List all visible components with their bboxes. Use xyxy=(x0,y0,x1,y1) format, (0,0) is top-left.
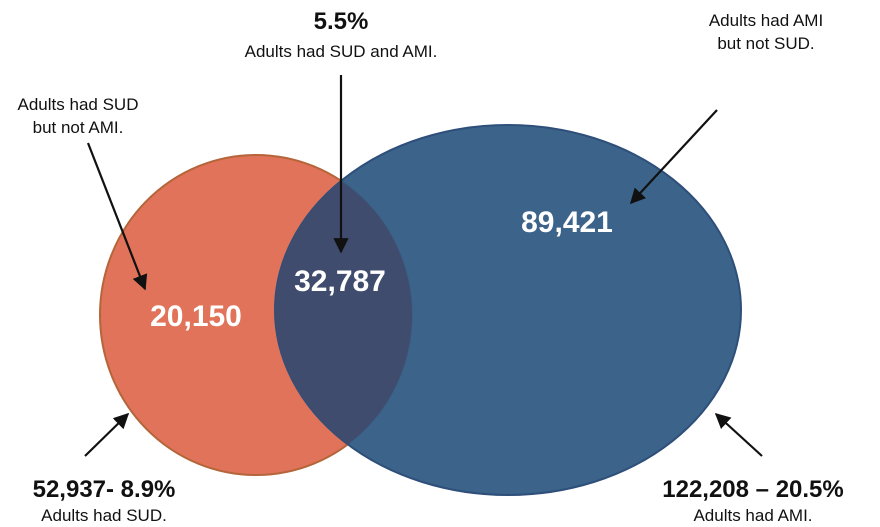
sud-only-count: 20,150 xyxy=(150,300,242,333)
sud-only-label-line2: but not AMI. xyxy=(33,118,124,137)
overlap-percent: 5.5% xyxy=(314,8,369,35)
ami-total-description: Adults had AMI. xyxy=(693,506,812,525)
arrow-to-ami-only xyxy=(629,109,718,205)
arrow-from-sud-total xyxy=(84,412,130,457)
arrow-from-ami-total xyxy=(714,412,763,457)
overlap-count: 32,787 xyxy=(294,265,386,298)
ami-only-count: 89,421 xyxy=(521,206,613,239)
sud-only-label-line1: Adults had SUD xyxy=(18,95,139,114)
ami-only-label-line1: Adults had AMI xyxy=(709,11,823,30)
sud-total: 52,937- 8.9% xyxy=(33,476,176,503)
overlap-description: Adults had SUD and AMI. xyxy=(245,42,438,61)
sud-total-description: Adults had SUD. xyxy=(41,506,167,525)
ami-total: 122,208 – 20.5% xyxy=(662,476,844,503)
ami-only-label-line2: but not SUD. xyxy=(717,34,814,53)
arrow-to-sud-only xyxy=(86,142,148,291)
